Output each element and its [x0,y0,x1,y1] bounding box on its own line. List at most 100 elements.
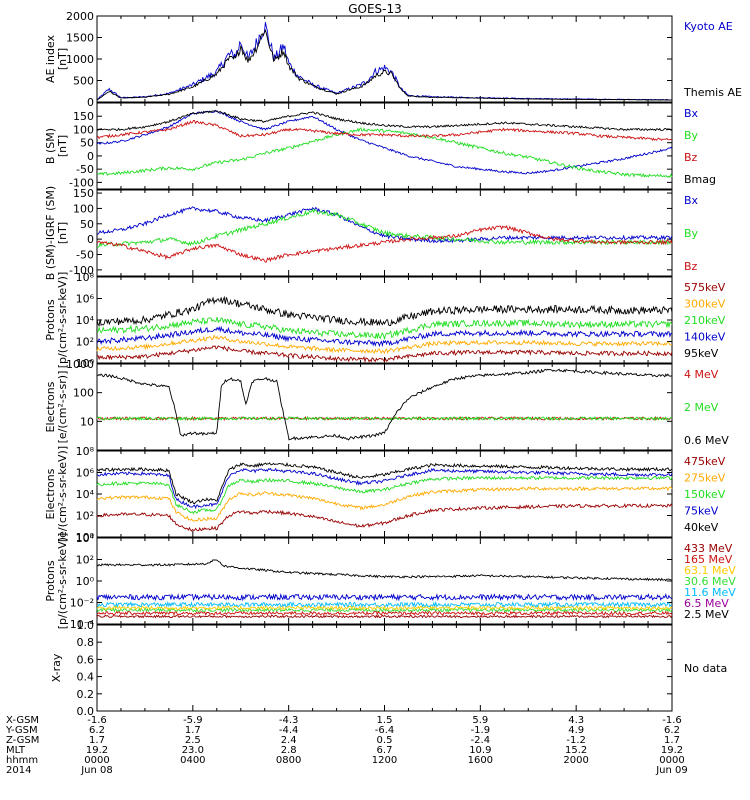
footer-value-x: -1.6 [87,715,107,726]
y-tick-label: 10 [80,415,94,428]
legend-275kev: 275keV [684,472,726,485]
y-tick-label: -50 [76,249,94,262]
footer-row-label: Y-GSM [6,725,38,736]
y-tick-label: 10⁻⁴ [70,618,95,631]
y-axis-label: X-ray [50,653,63,682]
y-tick-label: 0 [87,150,94,163]
panel-electrons2: 10⁰ 10² 10⁴ 10⁶ 10⁸ Electrons [e/(cm²-s-sr-keV… [44,445,726,544]
y-tick-label: 10² [76,336,94,349]
footer-column: -4.3 -4.4 2.4 2.8 0800 [259,716,319,776]
series-bx [96,206,673,244]
footer-row-label: hhmm [6,755,39,766]
footer-value-date: Jun 08 [81,765,113,776]
legend-300kev: 300keV [684,298,726,311]
y-axis-label: [nT] [56,222,69,244]
series-165-mev [96,610,673,616]
series-40kev [96,462,673,505]
footer-value-y: -4.4 [278,725,299,736]
y-tick-label: 500 [73,75,94,88]
series-by [96,127,673,179]
legend-40kev: 40keV [684,521,719,534]
legend-no-data: No data [684,662,727,675]
panel-protons: 10⁰ 10² 10⁴ 10⁶ 10⁸ Protons [p/(cm²-s-sr-keV)]… [44,271,726,370]
footer-row-label: X-GSM [6,715,40,726]
legend-0-6-mev: 0.6 MeV [684,434,729,447]
legend-by: By [684,227,699,240]
footer-value-date: Jun 09 [656,765,688,776]
footer-value-hhmm: 1600 [467,755,494,766]
y-tick-label: 2000 [66,10,94,23]
footer-value-mlt: 15.2 [565,745,588,756]
y-tick-label: -50 [76,163,94,176]
series-themis-ae [96,28,673,101]
footer-value-x: -4.3 [278,715,299,726]
y-axis-label: [e/(cm²-s-sr)] [56,371,69,444]
footer-value-x: -5.9 [183,715,203,726]
y-tick-label: 0.6 [77,653,95,666]
footer-value-z: -2.4 [470,735,491,746]
series-bmag [96,110,673,132]
series-433-mev [96,614,673,619]
y-tick-label: -100 [69,176,94,189]
y-tick-label: 50 [80,137,94,150]
y-tick-label: 50 [80,218,94,231]
y-axis-label: Protons [44,560,57,601]
footer-value-hhmm: 0000 [84,755,110,766]
series-30-6-mev [96,607,673,613]
footer-value-z: 2.5 [184,735,201,746]
footer-value-y: -1.9 [470,725,491,736]
y-tick-label: 10² [76,510,94,523]
y-tick-label: 1.0 [77,619,95,632]
panel-frame [96,450,673,538]
legend-bz: Bz [684,151,698,164]
y-tick-label: 10² [76,554,94,567]
y-axis-label: AE index [44,34,57,83]
y-axis-label: Electrons [44,381,57,432]
footer-value-date [259,766,319,776]
legend-150kev: 150keV [684,488,726,501]
legend-140kev: 140keV [684,331,726,344]
series-275kev [96,486,673,522]
footer-value-date [355,766,415,776]
legend-433-mev: 433 MeV [684,542,733,555]
y-tick-label: 10⁴ [76,488,95,501]
series-6-5-mev [96,592,673,602]
y-tick-label: 10⁶ [76,293,95,306]
y-axis-label: [p/(cm²-s-sr-keV)] [56,272,69,369]
series-bz [96,119,673,142]
footer-value-mlt: 2.8 [280,745,297,756]
y-tick-label: -100 [69,264,94,277]
footer-column: 1.5 -6.4 0.5 6.7 1200 [355,716,415,776]
footer-value-y: 6.2 [89,725,105,736]
panel-xray: 0.0 0.2 0.4 0.6 0.8 1.0 X-ray No data [50,619,727,718]
y-tick-label: 1500 [66,32,94,45]
panel-frame [96,624,673,712]
legend-6-5-mev: 6.5 MeV [684,597,729,610]
footer-value-y: 4.9 [568,725,585,736]
footer-column: 4.3 4.9 -1.2 15.2 2000 [546,716,606,776]
series-140kev [96,334,672,355]
footer-value-y: 6.2 [664,725,680,736]
series-95kev [96,345,673,364]
panel-protons2: 10⁻⁴ 10⁻² 10⁰ 10² 10⁴ Protons [p/(cm²-s-sr-keV… [44,532,736,631]
footer-column: -5.9 1.7 2.5 23.0 0400 [163,716,223,776]
y-tick-label: 10⁸ [76,445,95,458]
panel-frame [96,363,673,451]
footer-value-mlt: 23.0 [181,745,204,756]
panel-electrons1: 10 100 1000 Electrons [e/(cm²-s-sr)] 4 MeV 2 M… [44,358,729,451]
panel-frame [96,276,673,364]
legend-11-6-mev: 11.6 MeV [684,586,736,599]
series-by [97,208,673,248]
y-tick-label: 10⁶ [76,467,95,480]
y-tick-label: 0.2 [77,688,95,701]
footer-value-hhmm: 0400 [180,755,206,766]
series-75kev [96,467,673,510]
footer-column: 5.9 -1.9 -2.4 10.9 1600 [450,716,510,776]
y-tick-label: 150 [73,110,94,123]
series-2-5-mev [96,559,673,582]
y-tick-label: 1000 [66,53,94,66]
legend-4-mev: 4 MeV [684,368,719,381]
series-0-6-mev [96,368,673,441]
series-300kev [97,316,673,340]
legend-kyoto-ae: Kyoto AE [684,20,733,33]
